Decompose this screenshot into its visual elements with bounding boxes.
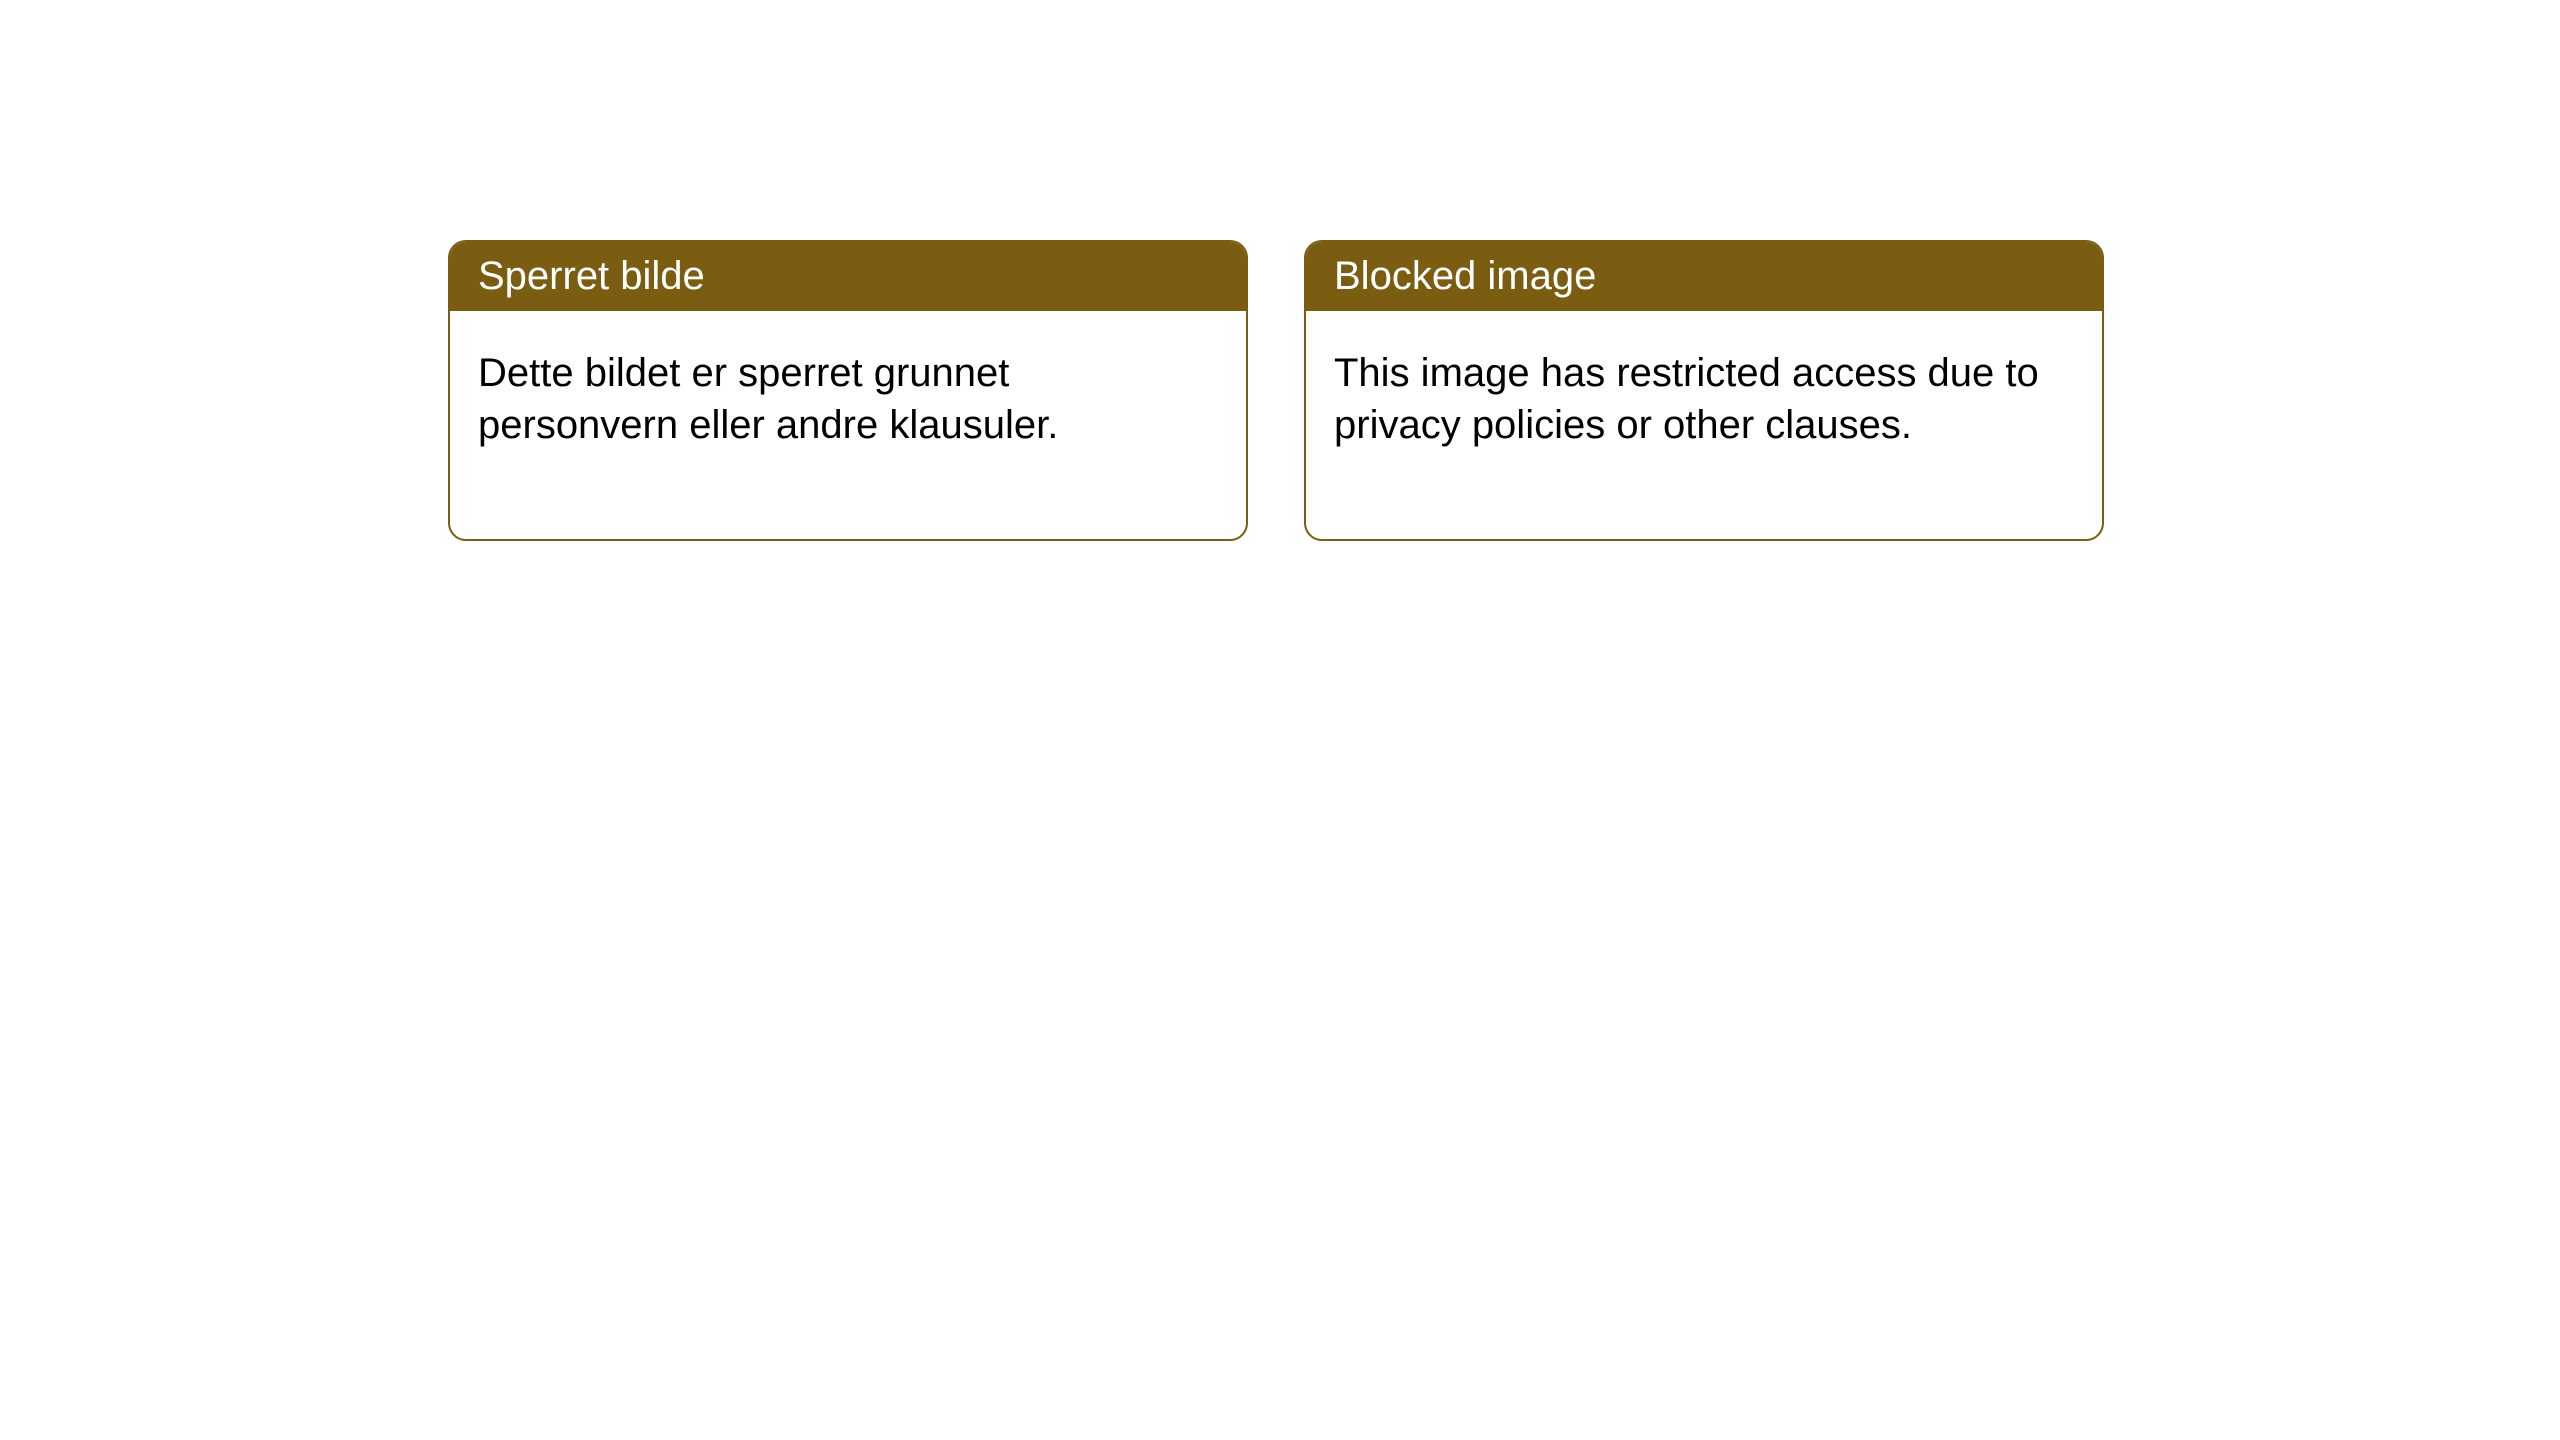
card-english: Blocked image This image has restricted … bbox=[1304, 240, 2104, 541]
card-title: Blocked image bbox=[1334, 254, 1596, 298]
card-norwegian: Sperret bilde Dette bildet er sperret gr… bbox=[448, 240, 1248, 541]
card-body-text: Dette bildet er sperret grunnet personve… bbox=[478, 351, 1058, 447]
card-title: Sperret bilde bbox=[478, 254, 705, 298]
card-body-norwegian: Dette bildet er sperret grunnet personve… bbox=[450, 311, 1246, 539]
card-body-english: This image has restricted access due to … bbox=[1306, 311, 2102, 539]
card-header-english: Blocked image bbox=[1306, 242, 2102, 311]
card-header-norwegian: Sperret bilde bbox=[450, 242, 1246, 311]
notice-cards-container: Sperret bilde Dette bildet er sperret gr… bbox=[0, 0, 2560, 541]
card-body-text: This image has restricted access due to … bbox=[1334, 351, 2039, 447]
